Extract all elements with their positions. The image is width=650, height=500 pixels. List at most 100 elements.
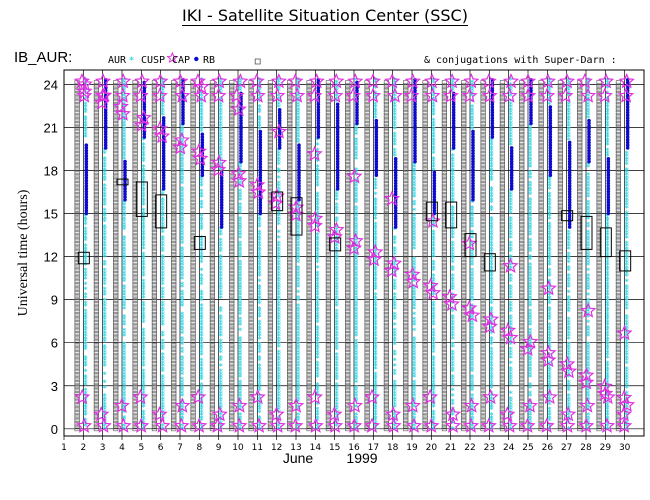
rb-mark xyxy=(230,304,235,308)
rb-mark xyxy=(172,282,177,286)
rb-mark xyxy=(114,413,119,417)
rb-mark xyxy=(133,110,138,114)
rb-mark xyxy=(210,299,215,303)
rb-mark xyxy=(152,378,157,382)
rb-mark xyxy=(114,168,119,172)
rb-mark xyxy=(75,236,80,240)
rb-mark xyxy=(249,263,254,267)
rb-mark xyxy=(114,323,119,327)
rb-mark xyxy=(152,162,157,166)
rb-mark xyxy=(152,170,157,174)
rb-mark xyxy=(249,143,254,147)
rb-mark xyxy=(114,255,119,259)
rb-mark xyxy=(133,419,138,423)
rb-mark xyxy=(94,206,99,210)
rb-mark xyxy=(172,179,177,183)
rb-mark xyxy=(94,271,99,275)
rb-mark xyxy=(172,326,177,330)
rb-mark xyxy=(75,149,80,153)
rb-mark xyxy=(172,274,177,278)
rb-mark xyxy=(172,116,177,120)
rb-mark xyxy=(249,233,254,237)
rb-mark xyxy=(172,315,177,319)
rb-mark xyxy=(191,410,196,414)
rb-mark xyxy=(172,132,177,136)
rb-mark xyxy=(172,165,177,169)
rb-mark xyxy=(210,290,215,294)
rb-mark xyxy=(172,397,177,401)
rb-mark xyxy=(172,367,177,371)
rb-mark xyxy=(249,260,254,264)
rb-mark xyxy=(249,132,254,136)
rb-mark xyxy=(114,113,119,117)
rb-mark xyxy=(114,151,119,155)
rb-mark xyxy=(172,402,177,406)
rb-mark xyxy=(249,364,254,368)
rb-mark xyxy=(230,372,235,376)
rb-mark xyxy=(94,280,99,284)
rb-mark xyxy=(94,157,99,161)
rb-mark xyxy=(152,304,157,308)
rb-mark xyxy=(230,350,235,354)
legend-label-aur: AUR xyxy=(108,55,127,66)
rb-mark xyxy=(75,116,80,120)
rb-mark xyxy=(94,173,99,177)
rb-mark xyxy=(230,228,235,232)
rb-mark xyxy=(133,102,138,106)
rb-mark xyxy=(152,353,157,357)
rb-mark xyxy=(94,405,99,409)
rb-mark xyxy=(133,408,138,412)
rb-mark xyxy=(94,192,99,196)
rb-mark xyxy=(94,334,99,338)
rb-mark xyxy=(152,116,157,120)
rb-mark xyxy=(230,214,235,218)
rb-mark xyxy=(75,239,80,243)
rb-mark xyxy=(230,400,235,404)
rb-mark xyxy=(133,233,138,237)
rb-mark xyxy=(75,217,80,221)
rb-mark xyxy=(230,331,235,335)
rb-mark xyxy=(152,337,157,341)
rb-mark xyxy=(191,318,196,322)
rb-mark xyxy=(114,97,119,101)
rb-mark xyxy=(210,143,215,147)
rb-mark xyxy=(191,140,196,144)
rb-mark xyxy=(191,168,196,172)
rb-mark xyxy=(249,269,254,273)
rb-mark xyxy=(114,269,119,273)
rb-mark xyxy=(114,187,119,191)
rb-mark xyxy=(152,290,157,294)
rb-mark xyxy=(152,299,157,303)
rb-mark xyxy=(133,416,138,420)
rb-mark xyxy=(191,413,196,417)
rb-mark xyxy=(249,247,254,251)
rb-mark xyxy=(152,370,157,374)
rb-mark xyxy=(133,247,138,251)
rb-mark xyxy=(230,386,235,390)
rb-mark xyxy=(94,378,99,382)
rb-mark xyxy=(133,337,138,341)
rb-mark xyxy=(114,116,119,120)
rb-mark xyxy=(172,263,177,267)
rb-mark xyxy=(191,315,196,319)
rb-mark xyxy=(230,271,235,275)
rb-mark xyxy=(172,307,177,311)
rb-mark xyxy=(133,274,138,278)
rb-mark xyxy=(172,350,177,354)
rb-mark xyxy=(249,280,254,284)
rb-mark xyxy=(230,410,235,414)
rb-mark xyxy=(75,380,80,384)
rb-mark xyxy=(75,315,80,319)
rb-mark xyxy=(133,345,138,349)
rb-mark xyxy=(210,209,215,213)
rb-mark xyxy=(191,337,196,341)
rb-mark xyxy=(75,350,80,354)
rb-mark xyxy=(210,222,215,226)
rb-mark xyxy=(75,307,80,311)
rb-mark xyxy=(230,247,235,251)
rb-mark xyxy=(152,329,157,333)
rb-mark xyxy=(191,89,196,93)
rb-mark xyxy=(210,400,215,404)
rb-mark xyxy=(114,162,119,166)
rb-mark xyxy=(230,348,235,352)
